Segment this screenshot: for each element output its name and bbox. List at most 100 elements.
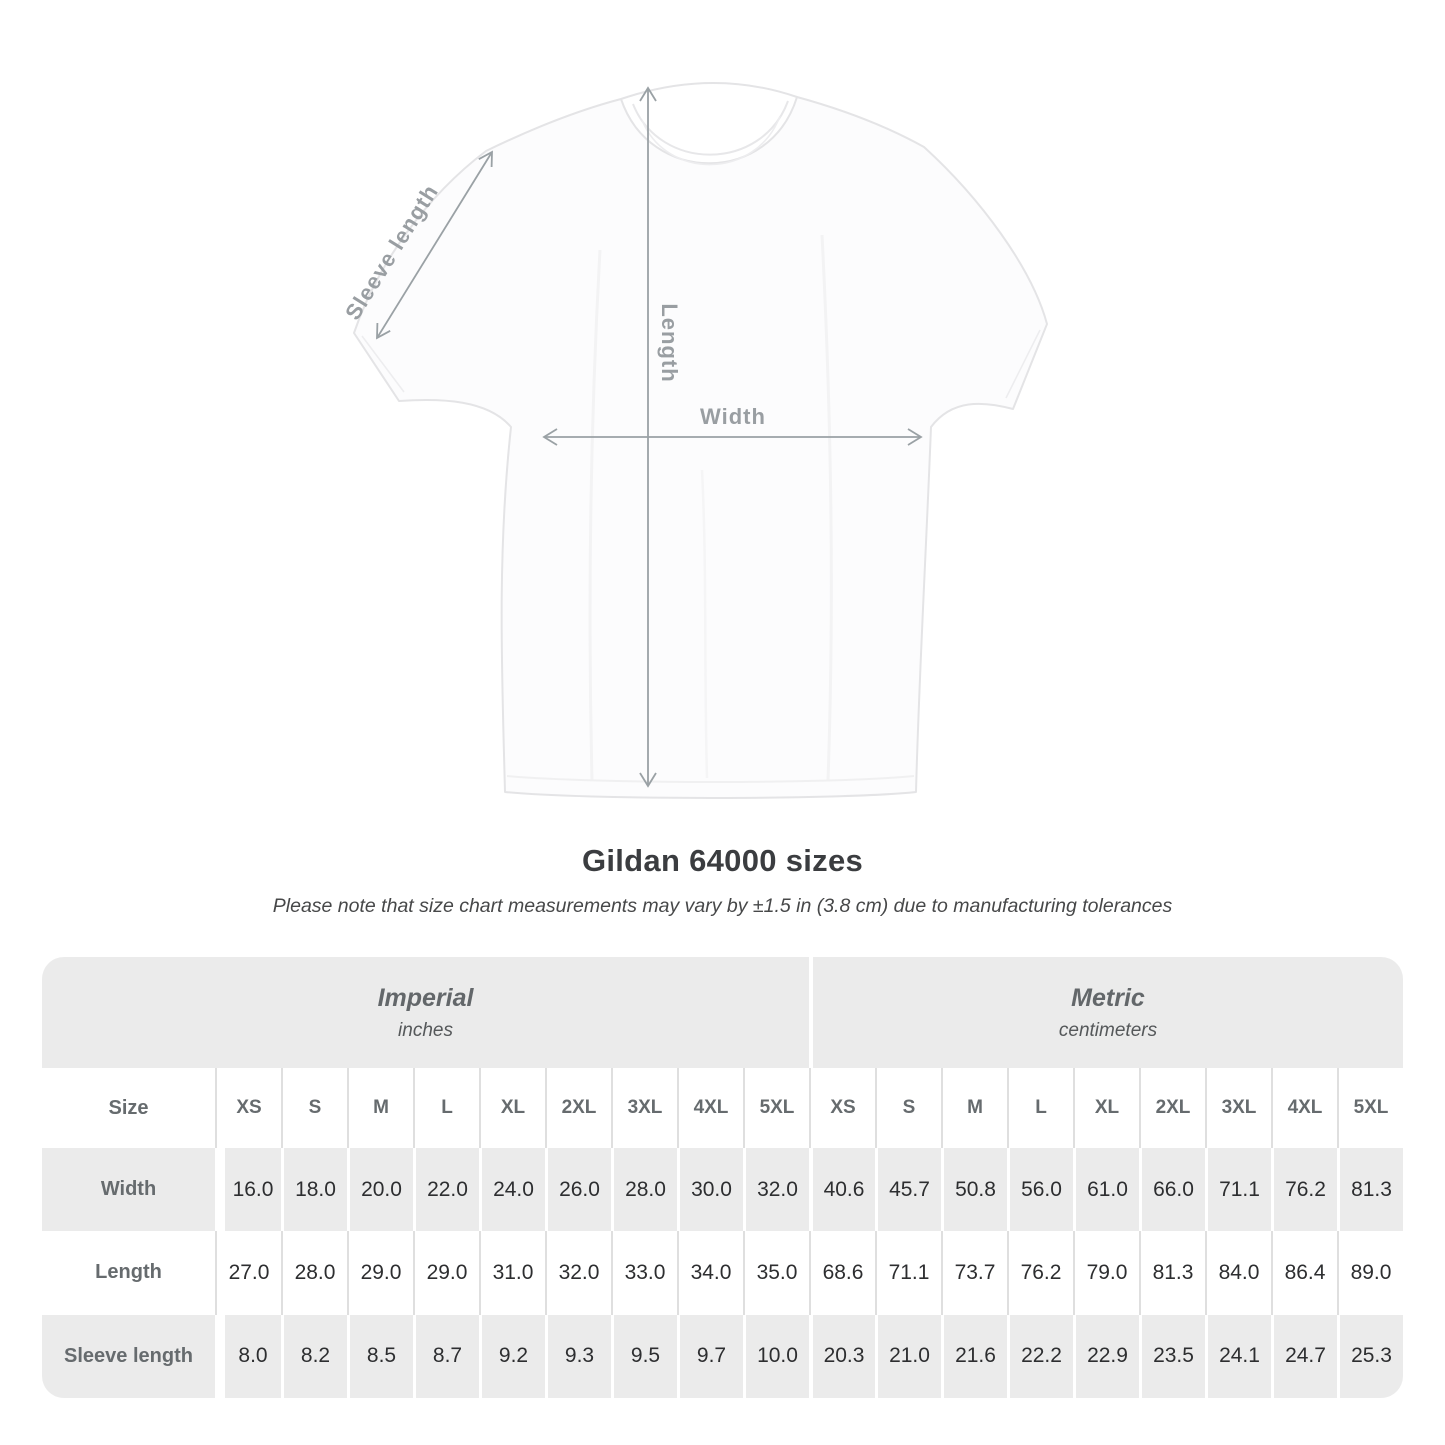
page-title: Gildan 64000 sizes (581, 843, 864, 878)
table-cell: 16.0 (215, 1148, 281, 1232)
table-cell: 24.0 (479, 1148, 545, 1232)
table-cell: 4XL (1271, 1068, 1337, 1148)
table-cell: 4XL (677, 1068, 743, 1148)
crease (820, 234, 833, 781)
table-cell: S (875, 1068, 941, 1148)
table-cell: 8.2 (281, 1314, 347, 1398)
table-cell: 66.0 (1139, 1148, 1205, 1232)
table-cell: 9.2 (479, 1314, 545, 1398)
table-cell: 22.0 (413, 1148, 479, 1232)
crease (588, 249, 602, 781)
table-cell: 2XL (1139, 1068, 1205, 1148)
table-cell: 81.3 (1139, 1231, 1205, 1315)
table-cell: 35.0 (743, 1231, 809, 1315)
table-cell: 20.0 (347, 1148, 413, 1232)
table-cell: 68.6 (809, 1231, 875, 1315)
table-cell: 40.6 (809, 1148, 875, 1232)
length-measure-label: Length (657, 303, 682, 382)
table-cell: 86.4 (1271, 1231, 1337, 1315)
hem-line (506, 775, 915, 783)
table-cell: 10.0 (743, 1314, 809, 1398)
table-cell: 3XL (611, 1068, 677, 1148)
table-cell: 5XL (743, 1068, 809, 1148)
table-cell: 32.0 (743, 1148, 809, 1232)
table-cell: 45.7 (875, 1148, 941, 1232)
table-cell: 21.0 (875, 1314, 941, 1398)
row-label: Sleeve length (42, 1314, 215, 1398)
width-arrow (542, 428, 923, 446)
table-cell: 8.0 (215, 1314, 281, 1398)
table-cell: L (1007, 1068, 1073, 1148)
table-cell: 24.7 (1271, 1314, 1337, 1398)
sleeve-length-arrow (376, 150, 493, 340)
table-cell: 61.0 (1073, 1148, 1139, 1232)
imperial-title: Imperial (377, 983, 474, 1012)
table-cell: 26.0 (545, 1148, 611, 1232)
table-cell: 29.0 (413, 1231, 479, 1315)
table-cell: 20.3 (809, 1314, 875, 1398)
metric-title: Metric (1071, 983, 1145, 1012)
tshirt-outline (353, 96, 1048, 799)
table-cell: 24.1 (1205, 1314, 1271, 1398)
table-cell: 3XL (1205, 1068, 1271, 1148)
table-cell: 27.0 (215, 1231, 281, 1315)
tshirt-illustration: Width Length Sleeve length (340, 82, 1048, 799)
table-cell: 81.3 (1337, 1148, 1403, 1232)
right-sleeve-stitch (1005, 329, 1041, 399)
table-cell: 30.0 (677, 1148, 743, 1232)
table-cell: 23.5 (1139, 1314, 1205, 1398)
tshirt-diagram: Width Length Sleeve length (340, 82, 1048, 799)
table-cell: L (413, 1068, 479, 1148)
row-label: Size (108, 1096, 149, 1119)
table-cell: 25.3 (1337, 1314, 1403, 1398)
table-cell: 50.8 (941, 1148, 1007, 1232)
table-cell: 22.9 (1073, 1314, 1139, 1398)
table-cell: 31.0 (479, 1231, 545, 1315)
imperial-unit: inches (398, 1019, 453, 1041)
table-cell: 18.0 (281, 1148, 347, 1232)
table-cell: 28.0 (611, 1148, 677, 1232)
table-cell: 71.1 (1205, 1148, 1271, 1232)
row-label: Length (95, 1261, 162, 1284)
size-header-row: Size XS S M L XL 2XL 3XL 4XL 5XL XS S M L XL 2XL 3XL 4XL 5… (42, 1068, 1403, 1148)
table-cell: 73.7 (941, 1231, 1007, 1315)
table-cell: M (941, 1068, 1007, 1148)
tolerance-note: Please note that size chart measurements… (272, 895, 1173, 917)
table-cell: 2XL (545, 1068, 611, 1148)
table-row-width: Width 16.0 18.0 20.0 22.0 24.0 26.0 28.0 30.0 32.… (42, 1148, 1403, 1232)
table-cell: 33.0 (611, 1231, 677, 1315)
table-cell: XS (215, 1068, 281, 1148)
table-cell: 84.0 (1205, 1231, 1271, 1315)
size-table: Imperial inches Metric centimeters Size X… (42, 957, 1403, 1398)
table-cell: 89.0 (1337, 1231, 1403, 1315)
table-cell: 22.2 (1007, 1314, 1073, 1398)
table-row-length: Length 27.0 28.0 29.0 29.0 31.0 32.0 33.0 34.0 35… (42, 1231, 1403, 1315)
metric-unit: centimeters (1058, 1019, 1158, 1041)
table-cell: XL (1073, 1068, 1139, 1148)
table-cell: 71.1 (875, 1231, 941, 1315)
collar-back-line (620, 82, 798, 100)
width-measure-label: Width (700, 404, 766, 429)
table-cell: 8.5 (347, 1314, 413, 1398)
table-cell: 34.0 (677, 1231, 743, 1315)
row-label: Width (42, 1148, 215, 1232)
collar-inner-line (632, 100, 789, 156)
unit-header-row: Imperial inches Metric centimeters (42, 957, 1403, 1068)
table-cell: 8.7 (413, 1314, 479, 1398)
table-cell: 28.0 (281, 1231, 347, 1315)
table-cell: 29.0 (347, 1231, 413, 1315)
table-cell: 56.0 (1007, 1148, 1073, 1232)
metric-header: Metric centimeters (809, 957, 1403, 1068)
table-cell: 21.6 (941, 1314, 1007, 1398)
table-cell: XL (479, 1068, 545, 1148)
collar-stitch-line (641, 115, 781, 166)
table-cell: 9.3 (545, 1314, 611, 1398)
crease (700, 469, 709, 779)
left-sleeve-stitch (361, 335, 405, 393)
imperial-header: Imperial inches (42, 957, 809, 1068)
table-cell: 5XL (1337, 1068, 1403, 1148)
table-cell: 9.5 (611, 1314, 677, 1398)
table-cell: M (347, 1068, 413, 1148)
table-cell: 9.7 (677, 1314, 743, 1398)
table-cell: S (281, 1068, 347, 1148)
